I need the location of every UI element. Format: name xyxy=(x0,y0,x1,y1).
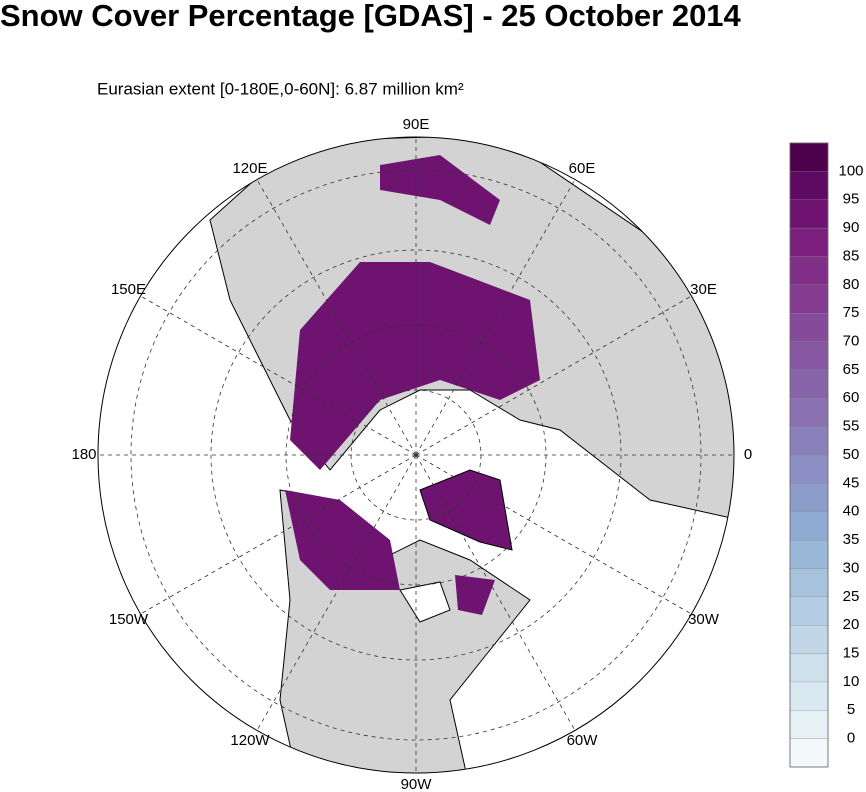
colorbar-box xyxy=(789,341,829,371)
colorbar-box xyxy=(789,199,829,229)
colorbar-box xyxy=(789,681,829,711)
colorbar-box xyxy=(789,483,829,512)
meridian xyxy=(415,179,576,456)
longitude-label: 120E xyxy=(232,160,267,177)
colorbar-label: 10 xyxy=(843,673,860,690)
colorbar-box xyxy=(789,454,829,484)
snow-north-america xyxy=(285,490,400,590)
colorbar-label: 90 xyxy=(843,219,860,236)
colorbar-label: 45 xyxy=(843,474,860,491)
longitude-label: 90E xyxy=(403,116,430,133)
meridian xyxy=(140,295,417,456)
colorbar-box xyxy=(789,284,829,314)
colorbar-label: 80 xyxy=(843,276,860,293)
latitude-circle xyxy=(210,249,622,661)
longitude-label: 150W xyxy=(109,611,149,628)
latitude-circle xyxy=(130,169,702,741)
colorbar-label: 0 xyxy=(847,730,855,747)
colorbar-box xyxy=(789,171,829,200)
colorbar-label: 65 xyxy=(843,361,860,378)
longitude-label: 60W xyxy=(567,732,599,749)
colorbar-label: 30 xyxy=(843,559,860,576)
meridian xyxy=(256,179,417,456)
meridian xyxy=(140,454,417,615)
longitude-label: 90W xyxy=(401,776,433,792)
colorbar-label: 35 xyxy=(843,531,860,548)
colorbar-label: 20 xyxy=(843,616,860,633)
meridian xyxy=(415,454,576,731)
colorbar-label: 25 xyxy=(843,588,860,605)
colorbar-box xyxy=(789,596,829,626)
title: Snow Cover Percentage [GDAS] - 25 Octobe… xyxy=(0,0,742,33)
colorbar-label: 15 xyxy=(843,645,860,662)
colorbar-box xyxy=(789,625,829,654)
colorbar-label: 60 xyxy=(843,389,860,406)
snow-siberia-east xyxy=(380,155,500,225)
colorbar-frame xyxy=(789,142,829,768)
colorbar-box xyxy=(789,142,829,172)
longitude-label: 120W xyxy=(230,732,270,749)
colorbar-box xyxy=(789,426,829,456)
colorbar-box xyxy=(789,710,829,739)
longitude-label: 0 xyxy=(744,446,752,463)
longitude-label: 180 xyxy=(71,446,96,463)
colorbar-label: 5 xyxy=(847,701,855,718)
colorbar-box xyxy=(789,511,829,541)
colorbar-box xyxy=(789,539,829,569)
snow-labrador xyxy=(455,575,495,615)
subtitle: Eurasian extent [0-180E,0-60N]: 6.87 mil… xyxy=(97,79,464,98)
colorbar-box xyxy=(789,568,829,597)
meridian xyxy=(415,454,692,615)
colorbar-label: 40 xyxy=(843,503,860,520)
colorbar-label: 100 xyxy=(838,162,863,179)
greenland xyxy=(419,469,513,551)
colorbar-label: 70 xyxy=(843,333,860,350)
meridian xyxy=(256,454,417,731)
longitude-label: 60E xyxy=(569,160,596,177)
colorbar-box xyxy=(789,653,829,683)
colorbar-box xyxy=(789,738,829,768)
colorbar-box xyxy=(789,256,829,285)
colorbar-box xyxy=(789,398,829,427)
colorbar-box xyxy=(789,313,829,342)
colorbar-label: 85 xyxy=(843,247,860,264)
colorbar-box xyxy=(789,227,829,257)
colorbar-box xyxy=(789,369,829,399)
colorbar-label: 50 xyxy=(843,446,860,463)
map xyxy=(98,137,734,773)
longitude-label: 150E xyxy=(111,281,146,298)
colorbar-label: 55 xyxy=(843,418,860,435)
colorbar-label: 75 xyxy=(843,304,860,321)
colorbar-label: 95 xyxy=(843,191,860,208)
map-border xyxy=(97,136,735,774)
meridian xyxy=(415,295,692,456)
longitude-label: 30W xyxy=(688,611,720,628)
longitude-label: 30E xyxy=(690,281,717,298)
